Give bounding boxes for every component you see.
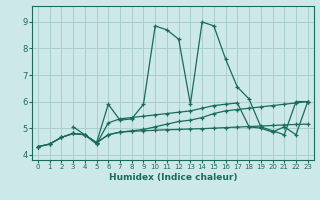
X-axis label: Humidex (Indice chaleur): Humidex (Indice chaleur) <box>108 173 237 182</box>
